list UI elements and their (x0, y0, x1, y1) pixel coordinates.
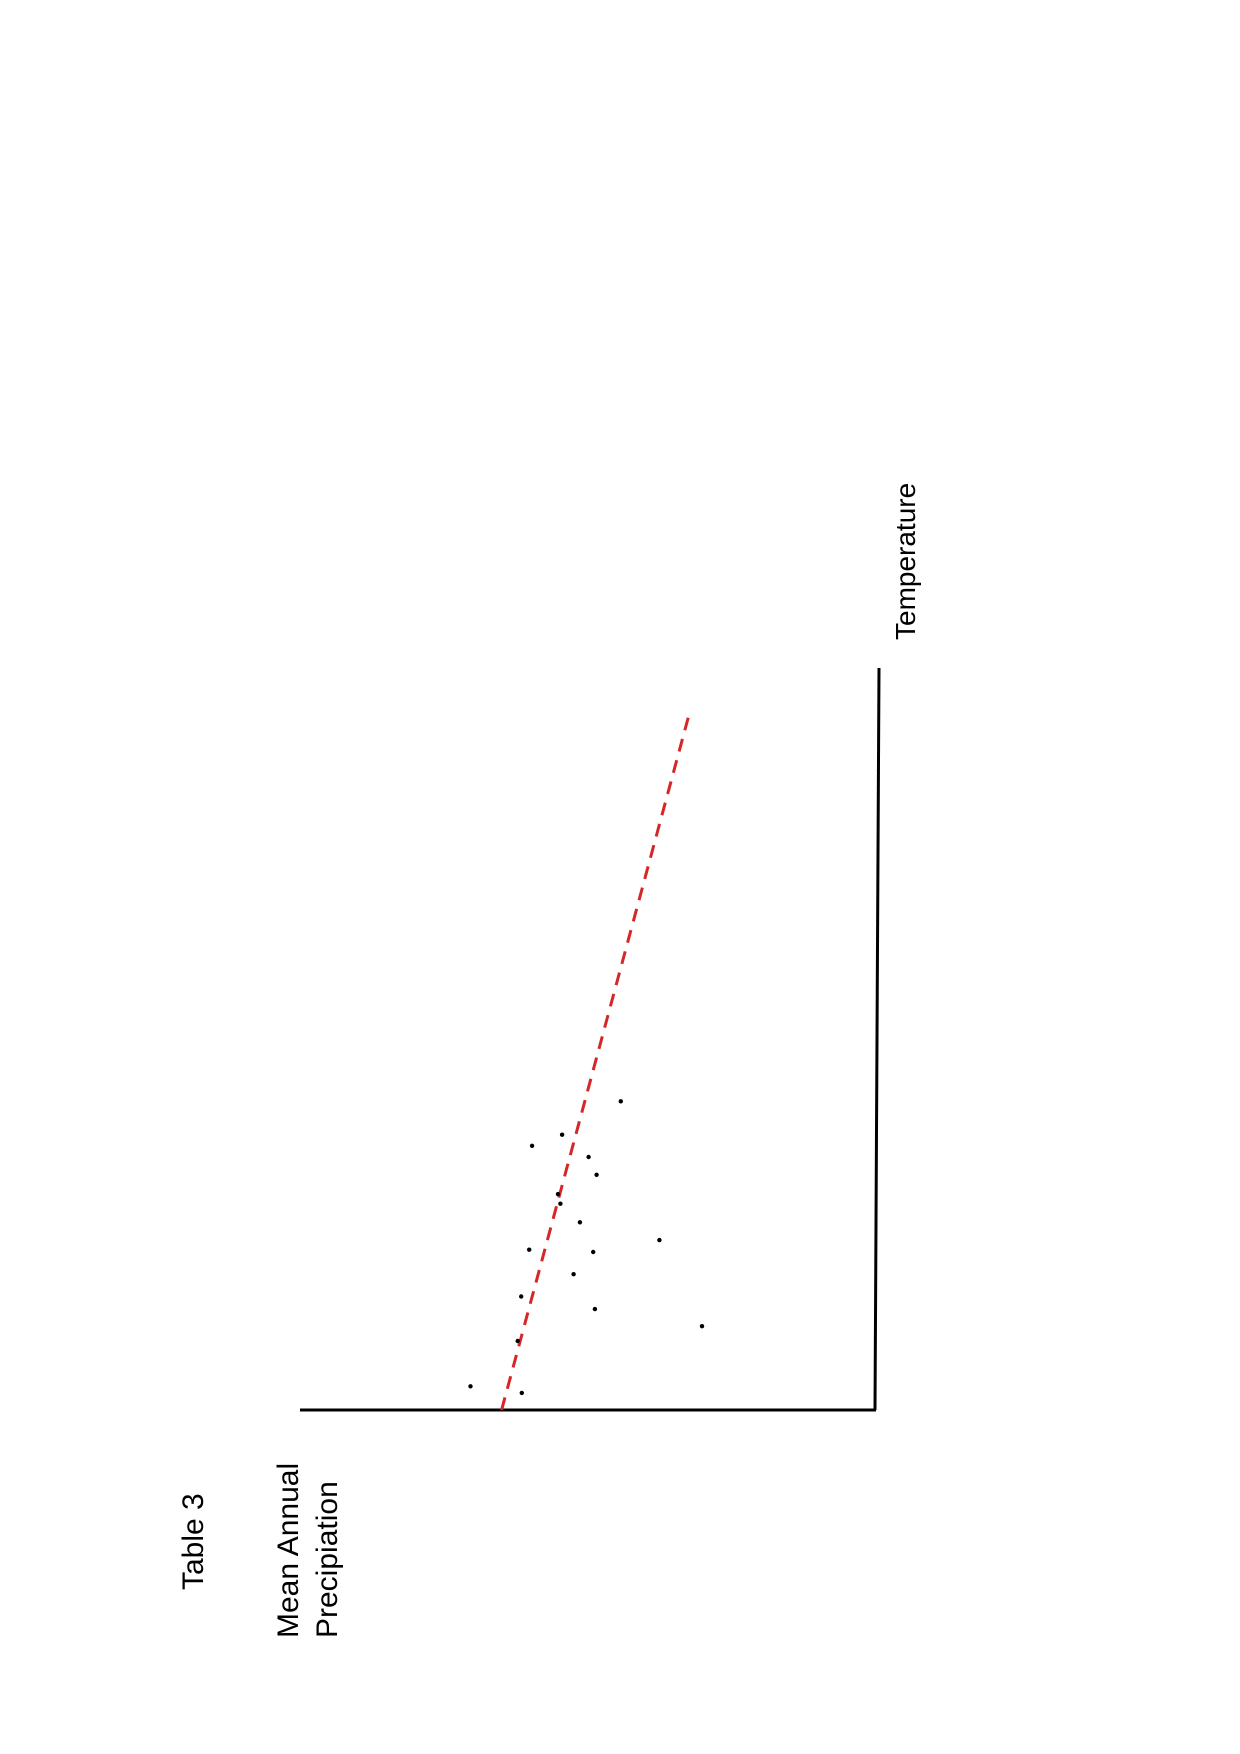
x-axis-label: Temperature (890, 483, 921, 640)
data-point-8 (529, 1143, 535, 1149)
data-point-13 (577, 1220, 583, 1225)
data-points (468, 1099, 705, 1396)
data-point-9 (618, 1099, 623, 1104)
data-point-5 (591, 1249, 596, 1255)
data-point-3 (519, 1294, 524, 1299)
data-point-14 (558, 1201, 563, 1206)
data-point-2 (515, 1338, 520, 1344)
data-point-4 (571, 1272, 576, 1277)
axes (300, 667, 881, 1412)
data-point-10 (559, 1132, 565, 1137)
data-point-1 (468, 1384, 473, 1389)
y-axis-label-line-2: Precipiation (311, 1481, 344, 1638)
data-point-17 (699, 1324, 705, 1329)
trend-line (500, 710, 692, 1411)
data-point-11 (586, 1154, 591, 1160)
data-point-12 (594, 1172, 599, 1178)
data-point-16 (519, 1390, 524, 1396)
y-axis-label-line-1: Mean Annual (272, 1463, 305, 1638)
data-point-7 (555, 1191, 561, 1197)
chart-title: Table 3 (177, 1493, 210, 1590)
data-point-18 (592, 1306, 598, 1312)
data-point-6 (657, 1237, 662, 1243)
x-axis-line (873, 667, 881, 1411)
data-point-15 (527, 1247, 532, 1252)
